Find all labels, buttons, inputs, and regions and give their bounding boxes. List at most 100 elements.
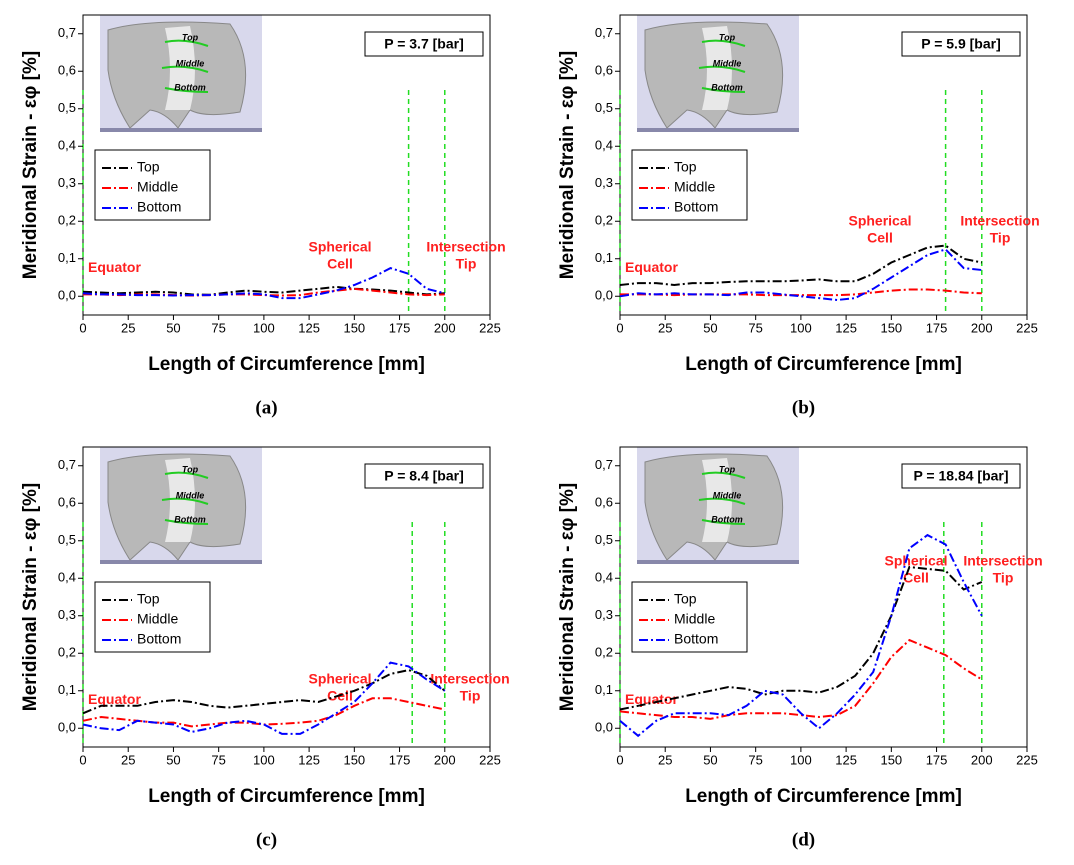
y-tick-label: 0,3 <box>595 607 613 622</box>
x-tick-label: 75 <box>211 320 225 335</box>
x-tick-label: 50 <box>166 320 180 335</box>
data-line <box>619 533 983 738</box>
annotation: Tip <box>460 688 481 704</box>
y-tick-label: 0,0 <box>58 288 76 303</box>
inset-image: Top Middle Bottom <box>100 15 262 132</box>
y-tick-label: 0,6 <box>595 495 613 510</box>
x-tick-label: 200 <box>434 752 456 767</box>
inset-image: Top Middle Bottom <box>637 447 799 564</box>
inset-curve <box>701 39 746 47</box>
pressure-label: P = 18.84 [bar] <box>913 468 1008 484</box>
pressure-box <box>364 31 484 57</box>
inset-image: Top Middle Bottom <box>637 15 799 132</box>
annotation: Intersection <box>963 553 1042 569</box>
inset-label: Middle <box>713 58 742 68</box>
y-axis-title: Meridional Strain - εφ [%] <box>557 51 578 279</box>
data-line <box>82 661 446 735</box>
x-tick-label: 175 <box>389 320 411 335</box>
annotation: Tip <box>993 570 1014 586</box>
y-tick-label: 0,1 <box>58 682 76 697</box>
x-tick-label: 75 <box>748 320 762 335</box>
x-tick-label: 150 <box>880 752 902 767</box>
x-tick-label: 100 <box>790 752 812 767</box>
y-tick-label: 0,2 <box>58 213 76 228</box>
y-tick-label: 0,7 <box>58 25 76 40</box>
inset-label: Bottom <box>711 514 743 524</box>
x-tick-label: 150 <box>343 320 365 335</box>
inset-floor <box>637 128 799 132</box>
legend-label: Middle <box>674 179 715 195</box>
x-tick-label: 175 <box>926 320 948 335</box>
y-tick-label: 0,5 <box>58 532 76 547</box>
legend-label: Top <box>674 159 697 175</box>
y-tick-label: 0,0 <box>595 720 613 735</box>
y-tick-label: 0,1 <box>595 250 613 265</box>
annotation: Equator <box>625 691 678 707</box>
x-tick-label: 50 <box>703 752 717 767</box>
data-line <box>83 287 445 297</box>
legend-label: Top <box>137 591 160 607</box>
data-line <box>82 669 446 715</box>
panel-label: (c) <box>256 829 277 850</box>
x-tick-label: 50 <box>166 752 180 767</box>
x-tick-label: 125 <box>298 320 320 335</box>
legend-label: Middle <box>674 611 715 627</box>
y-tick-label: 0,4 <box>595 570 613 585</box>
inset-curve <box>164 519 209 525</box>
data-line <box>82 267 446 300</box>
inset-floor <box>100 560 262 564</box>
x-tick-label: 125 <box>835 320 857 335</box>
data-line <box>620 288 982 297</box>
annotation: Cell <box>867 230 893 246</box>
pressure-box <box>901 31 1021 57</box>
y-axis-title: Meridional Strain - εφ [%] <box>557 483 578 711</box>
y-tick-label: 0,7 <box>595 25 613 40</box>
x-tick-label: 225 <box>479 320 501 335</box>
inset-curve <box>701 87 746 93</box>
panel-label: (b) <box>792 397 815 418</box>
x-tick-label: 0 <box>79 320 86 335</box>
inset-floor <box>100 128 262 132</box>
x-tick-label: 225 <box>1016 320 1038 335</box>
annotation: Intersection <box>430 671 509 687</box>
x-tick-label: 225 <box>1016 752 1038 767</box>
inset-label: Top <box>182 32 199 42</box>
panel: Top Middle Bottom 0,0 0,1 0,2 0,3 0,4 0,5 0,6 0,7 0… <box>20 14 506 418</box>
legend-label: Bottom <box>137 631 181 647</box>
y-tick-label: 0,1 <box>58 250 76 265</box>
x-axis-title: Length of Circumference [mm] <box>685 354 962 375</box>
data-line <box>82 285 445 296</box>
x-tick-label: 175 <box>389 752 411 767</box>
x-tick-label: 25 <box>121 752 135 767</box>
inset-label: Middle <box>713 490 742 500</box>
x-axis-title: Length of Circumference [mm] <box>685 786 962 807</box>
annotation: Equator <box>88 259 141 275</box>
inset-label: Middle <box>176 58 205 68</box>
y-tick-label: 0,5 <box>58 100 76 115</box>
y-axis-title: Meridional Strain - εφ [%] <box>20 483 41 711</box>
pressure-box <box>901 463 1021 489</box>
y-tick-label: 0,2 <box>595 645 613 660</box>
y-tick-label: 0,7 <box>58 457 76 472</box>
y-tick-label: 0,5 <box>595 532 613 547</box>
x-tick-label: 100 <box>790 320 812 335</box>
annotation: Intersection <box>960 213 1039 229</box>
legend-label: Top <box>674 591 697 607</box>
y-tick-label: 0,2 <box>595 213 613 228</box>
legend-label: Middle <box>137 611 178 627</box>
annotation: Spherical <box>308 239 371 255</box>
annotation: Tip <box>990 230 1011 246</box>
y-tick-label: 0,4 <box>595 138 613 153</box>
x-tick-label: 25 <box>658 752 672 767</box>
pressure-box <box>364 463 484 489</box>
inset-curve <box>701 471 746 479</box>
inset-label: Middle <box>176 490 205 500</box>
annotation: Spherical <box>308 671 371 687</box>
y-tick-label: 0,1 <box>595 682 613 697</box>
legend-label: Middle <box>137 179 178 195</box>
data-line <box>619 244 983 287</box>
x-tick-label: 100 <box>253 320 275 335</box>
panel: Top Middle Bottom 0,0 0,1 0,2 0,3 0,4 0,5 0,6 0,7 0… <box>557 446 1043 850</box>
x-tick-label: 125 <box>835 752 857 767</box>
